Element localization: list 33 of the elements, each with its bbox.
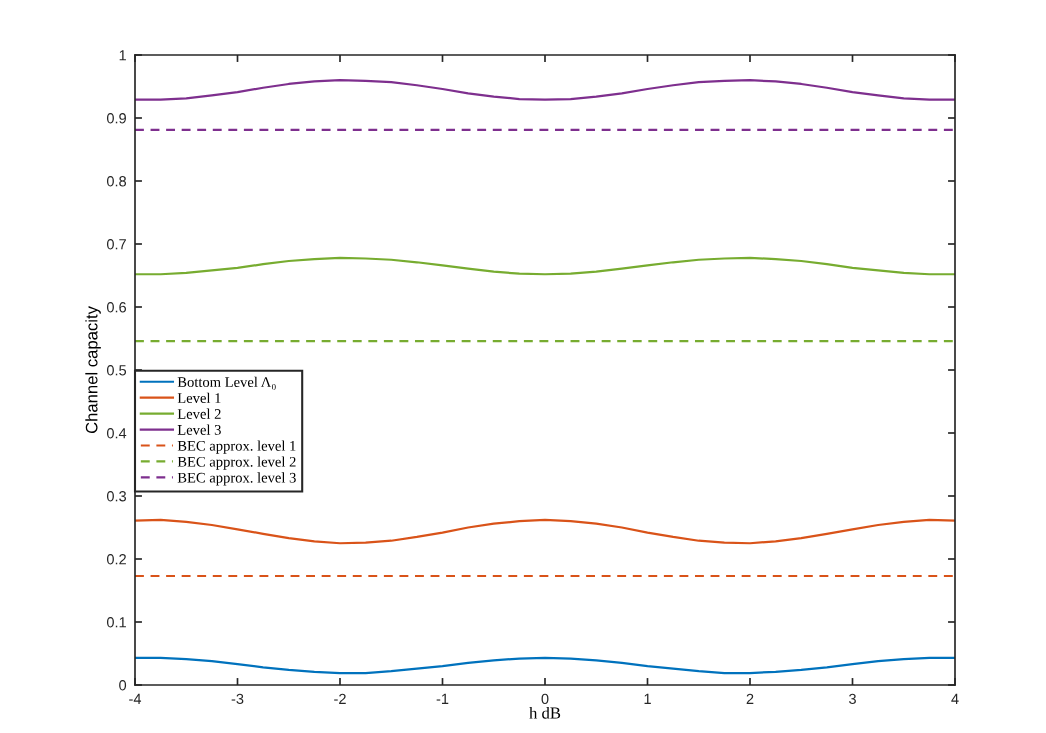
line-series [135, 256, 955, 276]
y-axis-title: Channel capacity [85, 306, 101, 434]
y-tick-label: 0.5 [106, 365, 127, 376]
x-tick-label: -2 [334, 693, 346, 704]
line-series [135, 656, 955, 675]
y-tick-label: 0.9 [106, 113, 126, 124]
x-tick-label: 2 [746, 693, 754, 704]
y-tick-label: 0.4 [106, 428, 127, 439]
x-tick-label: 3 [849, 693, 856, 705]
y-tick-label: 0.2 [106, 554, 126, 565]
x-tick-label: 0 [541, 693, 549, 705]
legend-label: Level 2 [177, 408, 221, 419]
legend-label: BEC approx. level 1 [177, 440, 296, 454]
x-tick-label: 4 [951, 693, 959, 704]
y-tick-label: 0.1 [106, 617, 126, 628]
legend-label: Level 1 [177, 392, 221, 403]
line-series [135, 79, 955, 101]
x-tick-label: -4 [129, 693, 142, 704]
x-tick-label: -1 [436, 693, 449, 704]
y-tick-label: 1 [119, 50, 126, 61]
legend-label: BEC approx. level 2 [177, 456, 296, 470]
y-tick-label: 0.8 [106, 176, 127, 187]
legend-label: BEC approx. level 3 [177, 472, 296, 486]
y-tick-label: 0 [119, 680, 127, 691]
y-tick-label: 0.3 [106, 491, 127, 502]
y-tick-label: 0.6 [106, 302, 127, 313]
x-tick-label: -3 [231, 693, 244, 705]
legend-label: Level 3 [177, 424, 221, 435]
y-tick-label: 0.7 [106, 239, 126, 250]
x-tick-label: 1 [644, 693, 651, 704]
x-axis-title: h dB [529, 706, 561, 719]
legend-label: Bottom Level Λ₀ [177, 376, 276, 390]
line-series [135, 518, 955, 545]
